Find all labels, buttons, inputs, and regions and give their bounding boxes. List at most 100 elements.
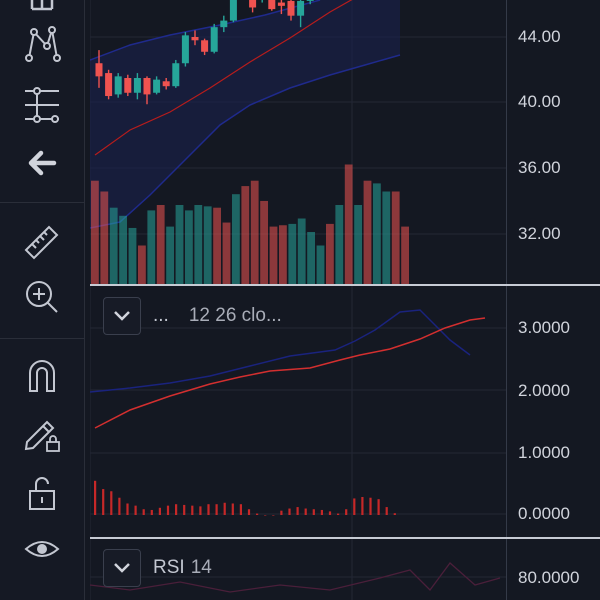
volume-bar [213,207,221,286]
macd-histogram-bar [94,480,97,515]
macd-histogram-bar [150,509,153,515]
candle-body [162,81,170,87]
back-arrow-icon[interactable] [15,140,69,186]
candle-body [249,0,257,8]
macd-pane-plot [90,309,486,516]
macd-histogram-bar [361,497,364,515]
macd-histogram-bar [304,508,307,515]
macd-histogram-bar [377,499,380,515]
rsi-axis-label: 80.0000 [518,568,580,587]
volume-bar [297,218,306,286]
macd-line [90,309,471,393]
volume-bar [100,191,109,286]
macd-legend: ... 12 26 clo... [103,296,282,336]
volume-bar [166,226,174,286]
macd-histogram-bar [320,509,323,515]
macd-histogram-bar [158,507,161,515]
macd-histogram-bar [207,504,210,515]
macd-axis-label: 3.0000 [518,318,570,337]
candle-body [114,76,122,95]
volume-bar [326,223,334,286]
macd-histogram-bar [239,504,242,515]
volume-bar [307,232,315,286]
volume-bar [335,205,344,286]
candle-body [133,78,141,93]
candle-body [95,63,103,77]
macd-histogram-bar [337,513,340,515]
candle-body [124,78,132,93]
volume-bar [222,222,231,286]
volume-bar [363,180,372,286]
volume-bar [391,191,400,286]
macd-histogram-bar [231,503,234,515]
long-position-icon[interactable] [15,82,69,128]
volume-bar [91,180,99,286]
macd-histogram-bar [166,505,170,515]
macd-histogram-bar [256,513,259,515]
macd-histogram-bar [183,504,186,515]
volume-bar [156,205,165,286]
volume-bar [232,194,240,286]
price-axis-label: 36.00 [518,158,561,177]
macd-histogram-bar [102,489,105,515]
macd-signal-line [94,317,486,429]
candle-body [220,20,228,28]
candle-body [191,37,199,41]
macd-histogram-bar [118,497,121,515]
candle-body [268,0,276,10]
volume-bar [175,205,184,286]
macd-histogram-bar [142,509,145,515]
zoom-in-icon[interactable] [15,274,69,320]
volume-bar [260,200,268,286]
macd-histogram-bar [353,498,356,515]
volume-bar [382,191,391,286]
volume-bars [91,164,409,286]
macd-histogram-bar [296,507,299,515]
candle-body [153,79,161,93]
candle-body [105,73,113,97]
macd-histogram-bar [134,505,137,515]
macd-legend-more[interactable]: ... [153,305,169,326]
ruler-icon[interactable] [15,218,69,264]
macd-legend-params: 12 26 clo... [188,305,282,326]
volume-bar [373,183,381,286]
rsi-collapse-button[interactable] [103,549,141,587]
eye-icon[interactable] [15,526,69,572]
chevron-down-icon [114,311,130,321]
volume-bar [344,164,353,286]
xabcd-pattern-icon[interactable] [15,22,69,68]
lock-drawings-icon[interactable] [15,410,69,456]
moving-average-line [94,0,353,156]
chart-canvas[interactable] [90,0,600,600]
pane-separator[interactable] [90,537,600,539]
macd-histogram-bar [264,515,267,516]
price-axis-label: 44.00 [518,27,561,46]
candle-body [277,2,285,6]
candle-body [181,35,189,64]
bollinger-upper-line [90,0,321,61]
macd-collapse-button[interactable] [103,297,141,335]
volume-bar [241,186,250,286]
magnet-icon[interactable] [15,352,69,398]
macd-histogram-bar [199,506,202,515]
volume-bar [185,210,193,286]
chevron-down-icon [114,563,130,573]
bollinger-band-fill [90,0,400,228]
toolbar-divider [0,202,84,203]
candle-body [210,27,218,52]
volume-bar [109,207,118,286]
price-axis-label: 40.00 [518,92,561,111]
rsi-pane-plot [90,562,501,593]
rsi-legend-params: 14 [190,557,212,578]
pane-separator[interactable] [90,284,600,286]
volume-bar [203,206,212,286]
volume-bar [269,226,278,286]
macd-histogram-bar [385,507,388,515]
macd-histogram-bar [110,491,113,515]
volume-bar [194,205,203,286]
volume-bar [147,210,156,286]
unlock-icon[interactable] [15,470,69,516]
bollinger-band [90,0,401,229]
macd-histogram-bar [280,510,283,515]
macd-histogram-bar [312,509,315,515]
